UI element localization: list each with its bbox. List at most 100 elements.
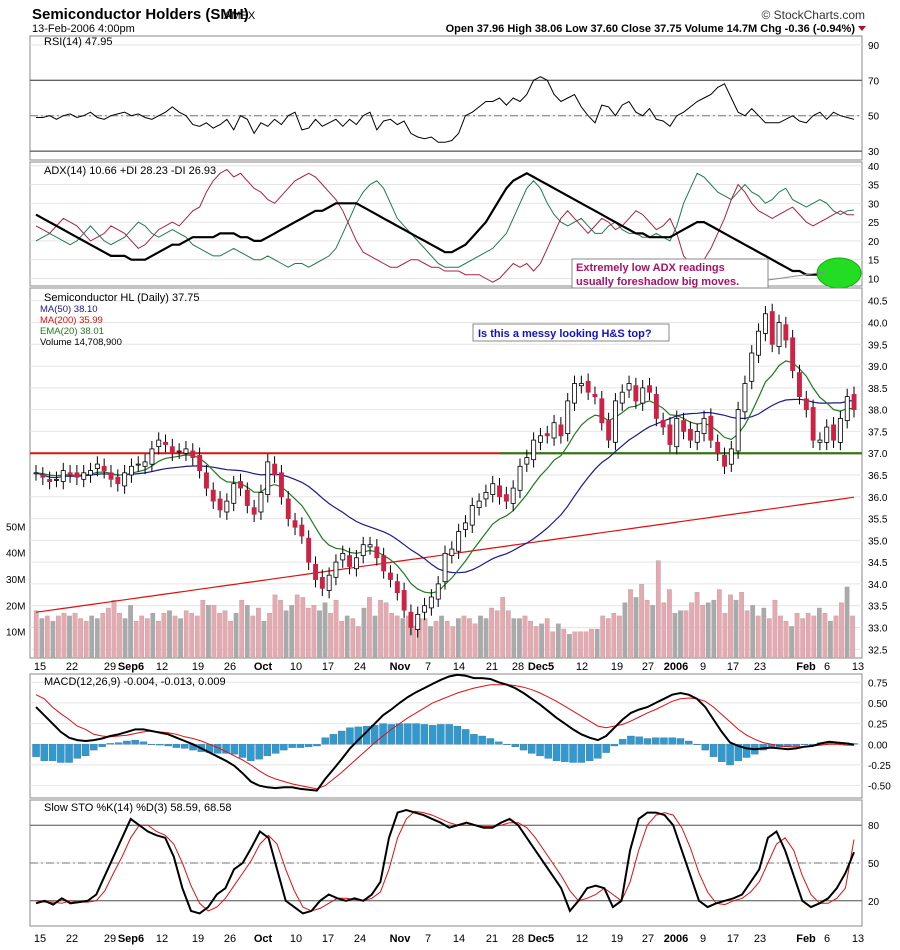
price-ytick-label: 39.0 xyxy=(868,362,888,373)
volume-bar xyxy=(672,613,678,659)
candle-body xyxy=(265,461,271,495)
candle-body xyxy=(742,383,748,413)
macd-histogram-bar xyxy=(404,723,412,745)
macd-histogram-bar xyxy=(73,744,82,759)
volume-bar xyxy=(294,594,300,659)
candle-body xyxy=(81,472,87,480)
candle-body xyxy=(783,324,789,341)
candle-body xyxy=(619,391,625,404)
candle-body xyxy=(565,400,571,434)
volume-bar xyxy=(467,618,472,659)
candle-body xyxy=(319,577,325,589)
volume-bar xyxy=(183,610,189,659)
macd-histogram-bar xyxy=(131,739,139,745)
candle-body xyxy=(592,393,598,397)
macd-histogram-bar xyxy=(585,744,594,761)
volume-bar xyxy=(683,610,689,659)
macd-histogram-bar xyxy=(40,744,48,761)
rsi-ytick-label: 90 xyxy=(868,41,880,52)
volume-bar xyxy=(72,613,78,659)
candle-body xyxy=(613,400,618,443)
volume-bar xyxy=(278,599,283,659)
candle-body xyxy=(803,398,809,411)
xaxis-tick-label: 12 xyxy=(576,661,588,673)
xaxis-tick-label: Feb xyxy=(796,661,816,673)
volume-bar xyxy=(206,605,211,659)
candle-body xyxy=(844,396,850,422)
macd-histogram-bar xyxy=(709,744,718,757)
price-ytick-label: 34.5 xyxy=(868,558,888,569)
candle-body xyxy=(831,424,836,441)
volume-bar xyxy=(833,615,839,659)
rsi-ytick-label: 70 xyxy=(868,76,880,87)
panel-adx: 10 15 20 25 30 35 40 ADX(14) 10.66 +DI 28.23 -… xyxy=(29,161,880,290)
volume-bar xyxy=(444,620,450,659)
volume-bar xyxy=(500,597,506,659)
volume-bar xyxy=(317,610,322,659)
volume-bar xyxy=(256,607,261,659)
volume-bar xyxy=(744,610,750,659)
volume-bar xyxy=(822,613,828,659)
candle-body xyxy=(422,605,427,613)
volume-bar xyxy=(111,599,117,659)
macd-histogram-bar xyxy=(98,744,106,747)
xaxis-tick-label: 29 xyxy=(104,933,116,945)
volume-bar xyxy=(161,613,167,659)
candle-body xyxy=(653,393,659,419)
adx-legend: ADX(14) 10.66 +DI 28.23 -DI 26.93 xyxy=(44,165,216,177)
volume-bar xyxy=(678,610,683,659)
candle-body xyxy=(558,424,564,437)
candle-body xyxy=(108,472,114,480)
xaxis-tick-label: 14 xyxy=(453,933,465,945)
volume-bar xyxy=(244,605,250,659)
xaxis-tick-label: 19 xyxy=(611,933,623,945)
macd-histogram-bar xyxy=(32,744,40,757)
macd-histogram-bar xyxy=(503,744,511,745)
macd-ytick-label: 0.50 xyxy=(868,699,888,710)
macd-histogram-bar xyxy=(48,744,57,761)
candle-body xyxy=(67,472,73,476)
candle-body xyxy=(462,522,468,530)
panel-sto: 20 50 80 Slow STO %K(14) %D(3) 58.59, 68.5… xyxy=(29,799,880,927)
volume-bar xyxy=(322,602,328,659)
price-ytick-label: 40.0 xyxy=(868,319,888,330)
volume-bar xyxy=(422,618,428,659)
macd-lines xyxy=(35,673,855,792)
candle-body xyxy=(163,441,168,445)
volume-bar xyxy=(555,623,561,659)
volume-bars: 10M 20M 30M 40M 50M xyxy=(6,522,855,659)
volume-bar xyxy=(561,628,567,659)
candle-body xyxy=(387,572,393,580)
price-ytick-label: 37.0 xyxy=(868,449,888,460)
volume-bar xyxy=(766,618,772,659)
xaxis-tick-label: 7 xyxy=(425,661,431,673)
candle-body xyxy=(490,483,496,496)
candle-body xyxy=(674,417,680,448)
candle-body xyxy=(47,478,53,482)
macd-line xyxy=(35,673,855,792)
macd-histogram-bar xyxy=(147,744,156,745)
candle-body xyxy=(749,352,755,382)
candle-body xyxy=(88,470,93,476)
volume-bar xyxy=(389,613,395,659)
candle-body xyxy=(394,581,400,594)
xaxis-tick-label: 15 xyxy=(34,933,46,945)
xaxis-tick-label: 6 xyxy=(824,661,830,673)
rsi-ytick-label: 30 xyxy=(868,147,880,158)
volume-bar xyxy=(106,607,111,659)
volume-bar xyxy=(361,607,367,659)
volume-bar xyxy=(805,613,811,659)
candle-body xyxy=(40,474,46,478)
xaxis-tick-label: Nov xyxy=(390,933,412,945)
volume-bar xyxy=(539,623,544,659)
price-ytick-label: 36.5 xyxy=(868,471,888,482)
xaxis-tick-label: 23 xyxy=(754,661,766,673)
price-annotation-box xyxy=(472,323,670,342)
candle-body xyxy=(442,553,448,583)
adx-ytick-label: 35 xyxy=(868,181,880,192)
candle-body xyxy=(572,383,577,404)
volume-ytick-label: 20M xyxy=(6,601,25,612)
quote-line: Open 37.96 High 38.06 Low 37.60 Close 37… xyxy=(446,23,856,35)
volume-bar xyxy=(200,599,206,659)
volume-bar xyxy=(405,615,411,659)
